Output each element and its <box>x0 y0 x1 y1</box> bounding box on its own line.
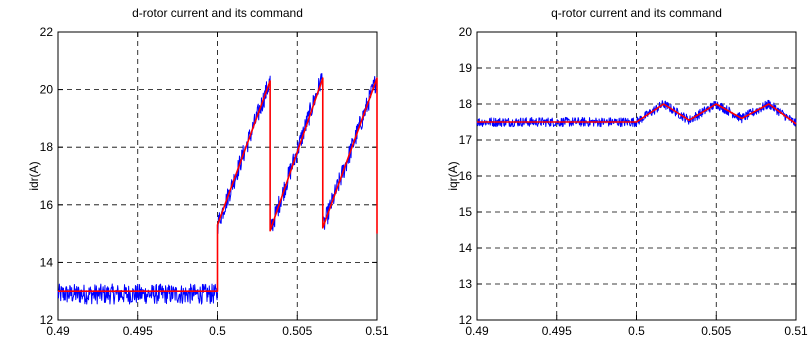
chart-2-y-tick-label: 20 <box>459 25 473 39</box>
chart-1-y-tick-label: 20 <box>40 83 54 97</box>
chart-2-y-tick-label: 17 <box>459 133 473 147</box>
chart-1-x-tick-label: 0.49 <box>46 324 70 338</box>
chart-1-x-tick-label: 0.5 <box>209 324 226 338</box>
chart-2-x-tick-label: 0.505 <box>701 324 731 338</box>
chart-1-y-tick-label: 22 <box>40 25 54 39</box>
chart-1-x-tick-label: 0.51 <box>365 324 389 338</box>
chart-2-x-tick-label: 0.5 <box>628 324 645 338</box>
chart-2-y-tick-label: 13 <box>459 277 473 291</box>
chart-1-x-tick-label: 0.505 <box>282 324 312 338</box>
chart-1-x-tick-label: 0.495 <box>123 324 153 338</box>
chart-2-panel: q-rotor current and its command iqr(A) 0.4… <box>446 6 808 338</box>
chart-1-y-axis-label: idr(A) <box>27 161 41 190</box>
chart-2-y-axis-label: iqr(A) <box>446 161 460 190</box>
chart-1-title: d-rotor current and its command <box>132 6 303 20</box>
chart-2-series-2-line <box>477 103 797 125</box>
chart-1-panel: d-rotor current and its command idr(A) 0.4… <box>27 6 389 338</box>
chart-2-x-tick-label: 0.495 <box>542 324 572 338</box>
chart-2-x-tick-label: 0.51 <box>784 324 808 338</box>
chart-2-y-tick-label: 18 <box>459 97 473 111</box>
chart-1-y-tick-label: 14 <box>40 255 54 269</box>
chart-2-title: q-rotor current and its command <box>551 6 722 20</box>
chart-1-y-tick-label: 12 <box>40 313 54 327</box>
chart-1-series-2-line <box>58 77 378 292</box>
chart-2-x-tick-label: 0.49 <box>465 324 489 338</box>
chart-2-y-tick-label: 15 <box>459 205 473 219</box>
chart-1-y-tick-label: 18 <box>40 140 54 154</box>
chart-2-y-tick-label: 12 <box>459 313 473 327</box>
chart-2-series-1-line <box>476 99 797 128</box>
chart-2-y-tick-label: 19 <box>459 61 473 75</box>
chart-2-y-tick-label: 14 <box>459 241 473 255</box>
chart-1-y-tick-label: 16 <box>40 198 54 212</box>
chart-2-y-tick-label: 16 <box>459 169 473 183</box>
